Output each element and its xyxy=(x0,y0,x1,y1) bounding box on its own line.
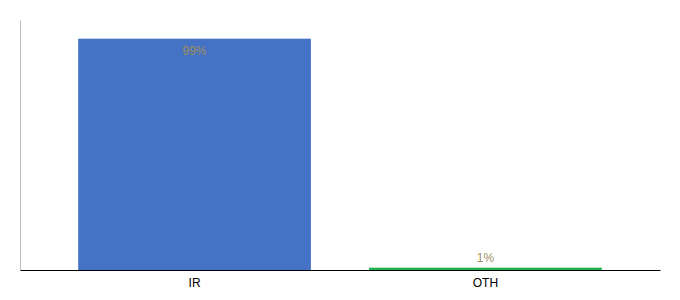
plot: IR OTH 99% 1% xyxy=(21,21,661,290)
x-tick-label: OTH xyxy=(473,276,498,290)
x-tick-label: IR xyxy=(189,276,201,290)
data-labels: 99% 1% xyxy=(183,44,495,265)
data-label: 99% xyxy=(183,44,207,58)
x-tick: OTH xyxy=(473,270,498,290)
data-label: 1% xyxy=(477,251,495,265)
y-axis xyxy=(20,21,21,271)
bar xyxy=(369,268,602,270)
x-tick: IR xyxy=(189,270,201,290)
bar xyxy=(78,39,311,270)
y-axis-line xyxy=(20,21,21,271)
x-axis-line xyxy=(21,270,661,271)
bars xyxy=(78,39,602,270)
x-axis: IR OTH xyxy=(21,270,661,290)
chart: IR OTH 99% 1% xyxy=(0,0,680,300)
